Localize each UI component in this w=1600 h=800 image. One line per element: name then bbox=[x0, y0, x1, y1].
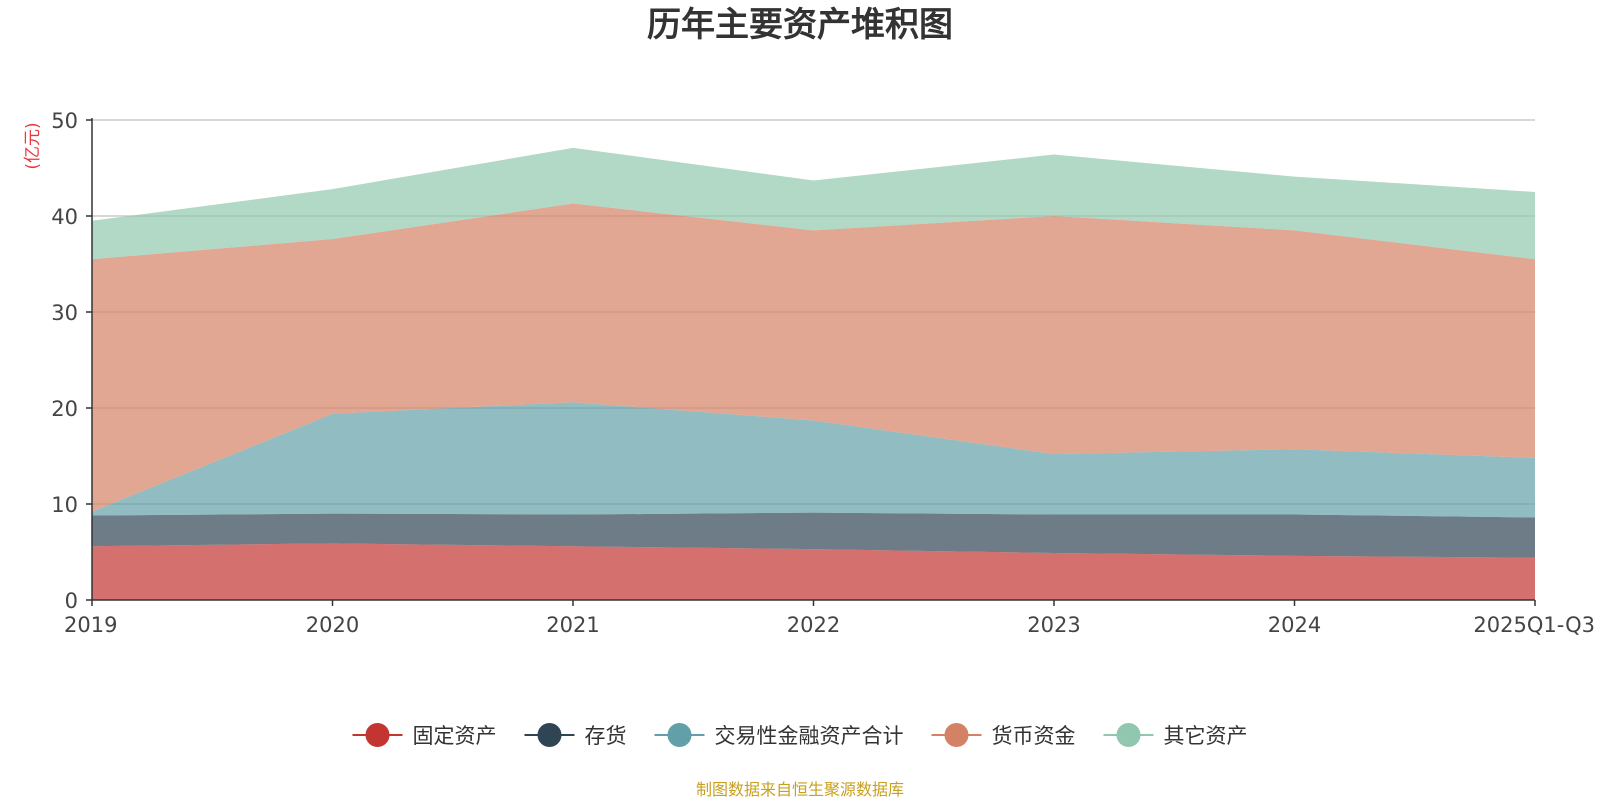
legend-circle-marker bbox=[365, 723, 390, 747]
legend-label: 交易性金融资产合计 bbox=[715, 724, 904, 748]
y-tick-label: 0 bbox=[65, 589, 78, 613]
area-series-2 bbox=[92, 512, 1535, 558]
y-tick-label: 10 bbox=[51, 493, 78, 517]
axes: 0 10 20 30 40 50 2019 2020 2021 2022 2023 2024 2025Q… bbox=[51, 109, 1595, 637]
x-tick-label: 2019 bbox=[64, 613, 117, 637]
legend-item-2[interactable]: 存货 bbox=[524, 723, 627, 748]
area-series-3 bbox=[92, 402, 1535, 518]
x-tick-label: 2024 bbox=[1268, 613, 1321, 637]
legend-circle-marker bbox=[944, 723, 969, 747]
area-series-5 bbox=[92, 147, 1535, 260]
legend: 固定资产 存货 交易性金融资产合计 货币资金 其它资产 bbox=[352, 723, 1248, 748]
legend-label: 存货 bbox=[585, 724, 627, 748]
area-series-1 bbox=[92, 543, 1535, 600]
y-tick-label: 30 bbox=[51, 301, 78, 325]
legend-item-4[interactable]: 货币资金 bbox=[931, 723, 1076, 748]
x-tick-label: 2022 bbox=[787, 613, 840, 637]
y-axis-unit-label: (亿元) bbox=[23, 122, 43, 169]
x-tick-label: 2025Q1-Q3 bbox=[1473, 613, 1595, 637]
legend-label: 固定资产 bbox=[413, 724, 497, 748]
y-tick-label: 50 bbox=[51, 109, 78, 133]
y-tick-label: 20 bbox=[51, 397, 78, 421]
legend-label: 其它资产 bbox=[1164, 724, 1248, 748]
legend-circle-marker bbox=[667, 723, 692, 747]
chart-title: 历年主要资产堆积图 bbox=[647, 5, 953, 45]
legend-circle-marker bbox=[537, 723, 562, 747]
x-tick-label: 2021 bbox=[546, 613, 599, 637]
y-tick-label: 40 bbox=[51, 205, 78, 229]
x-tick-label: 2023 bbox=[1027, 613, 1080, 637]
legend-item-3[interactable]: 交易性金融资产合计 bbox=[654, 723, 904, 748]
area-series-4 bbox=[92, 203, 1535, 512]
legend-item-1[interactable]: 固定资产 bbox=[352, 723, 497, 748]
legend-item-5[interactable]: 其它资产 bbox=[1103, 723, 1248, 748]
area-series bbox=[92, 147, 1535, 600]
legend-circle-marker bbox=[1116, 723, 1141, 747]
x-tick-label: 2020 bbox=[306, 613, 359, 637]
legend-label: 货币资金 bbox=[992, 724, 1076, 748]
source-note: 制图数据来自恒生聚源数据库 bbox=[696, 780, 904, 799]
